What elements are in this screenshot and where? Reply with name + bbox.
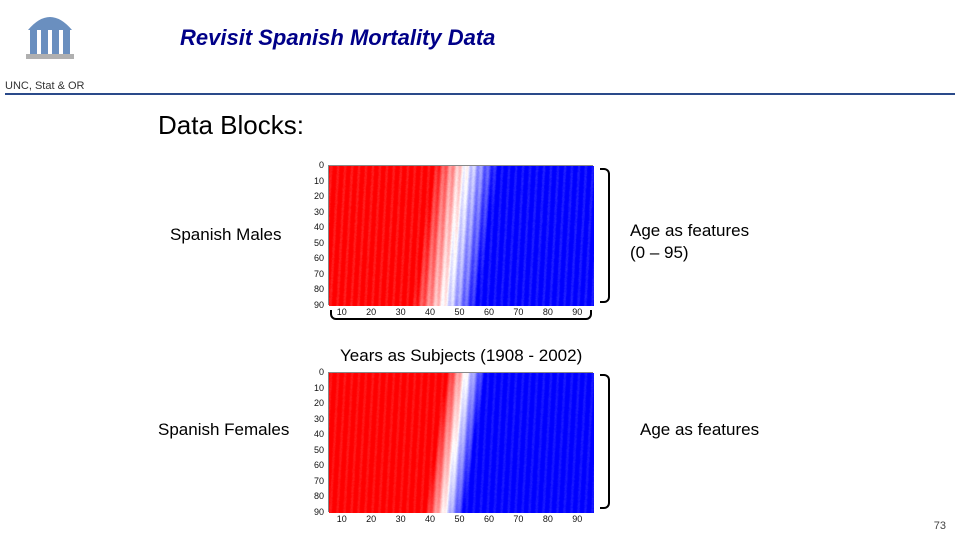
title-divider [5, 93, 955, 95]
females-label: Spanish Females [158, 420, 289, 440]
males-label: Spanish Males [170, 225, 282, 245]
age-features-label-2: Age as features [640, 420, 759, 440]
males-heatmap [328, 165, 593, 305]
subtitle: Data Blocks: [158, 110, 304, 141]
age-line2: (0 – 95) [630, 243, 689, 262]
bracket-y-females [600, 374, 610, 509]
years-label: Years as Subjects (1908 - 2002) [340, 346, 582, 366]
age-line1: Age as features [630, 221, 749, 240]
slide-title: Revisit Spanish Mortality Data [180, 25, 495, 51]
slide-number: 73 [934, 520, 946, 532]
unc-logo [20, 8, 80, 63]
age-features-label-1: Age as features (0 – 95) [630, 220, 749, 264]
department-label: UNC, Stat & OR [5, 80, 84, 92]
bracket-y-males [600, 168, 610, 303]
females-heatmap [328, 372, 593, 512]
